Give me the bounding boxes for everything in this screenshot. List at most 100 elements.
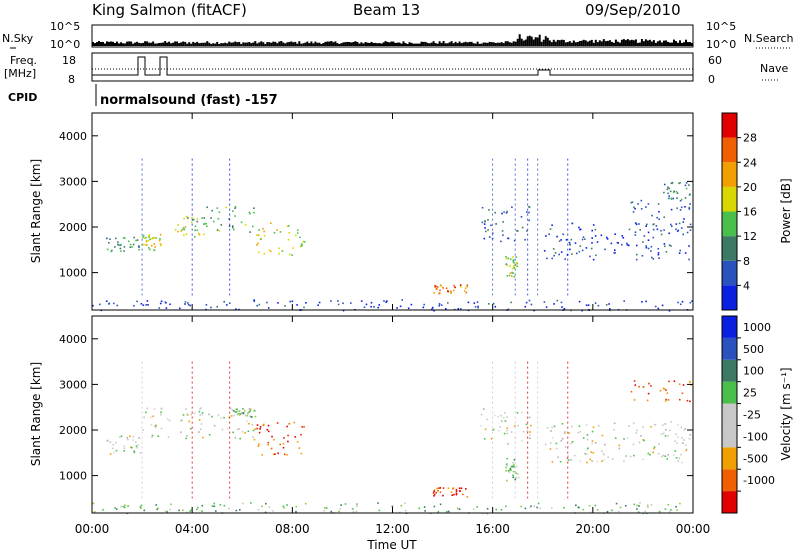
power-panel-frame (91, 112, 694, 311)
heatmap-cell (613, 429, 615, 431)
heatmap-cell (288, 423, 291, 425)
heatmap-cell (680, 426, 683, 429)
heatmap-cell (549, 442, 552, 444)
heatmap-cell (584, 452, 586, 455)
heatmap-cell (657, 252, 660, 254)
heatmap-cell (571, 425, 573, 428)
heatmap-cell (147, 304, 149, 306)
heatmap-cell (658, 257, 660, 259)
heatmap-cell (158, 239, 161, 242)
heatmap-cell (139, 452, 142, 454)
nsky-bar (218, 44, 221, 46)
nsky-bar (560, 39, 563, 46)
nsky-bar (414, 43, 417, 46)
heatmap-cell (138, 246, 140, 248)
heatmap-cell (180, 431, 182, 433)
heatmap-cell (228, 416, 231, 419)
heatmap-cell (119, 244, 121, 247)
heatmap-cell (191, 216, 193, 219)
heatmap-cell (370, 305, 372, 308)
heatmap-cell (286, 225, 289, 228)
heatmap-cell (154, 425, 157, 427)
nsky-bar (667, 41, 669, 46)
heatmap-cell (483, 223, 486, 225)
heatmap-cell (204, 223, 206, 225)
heatmap-cell (655, 225, 658, 227)
heatmap-cell (338, 510, 340, 513)
nsky-bar (260, 41, 263, 46)
heatmap-cell (646, 399, 649, 402)
heatmap-cell (551, 507, 553, 509)
heatmap-cell (664, 183, 666, 186)
heatmap-cell (611, 458, 614, 460)
heatmap-cell (676, 207, 678, 209)
heatmap-cell (106, 237, 108, 240)
heatmap-cell (456, 507, 459, 510)
heatmap-cell (494, 305, 497, 308)
nsky-bar (208, 42, 211, 46)
heatmap-cell (251, 424, 254, 426)
heatmap-cell (689, 381, 691, 383)
heatmap-cell (679, 398, 681, 401)
heatmap-cell (670, 223, 672, 226)
heatmap-cell (433, 490, 435, 492)
heatmap-cell (551, 224, 553, 226)
heatmap-cell (600, 234, 603, 237)
heatmap-cell (115, 449, 118, 452)
heatmap-cell (564, 431, 566, 433)
heatmap-cell (232, 225, 234, 227)
heatmap-cell (658, 442, 660, 445)
nsky-bar (176, 41, 179, 46)
heatmap-cell (466, 496, 469, 498)
heatmap-cell (160, 413, 162, 416)
heatmap-cell (226, 428, 229, 430)
heatmap-cell (115, 441, 117, 444)
heatmap-cell (146, 407, 148, 410)
heatmap-cell (198, 410, 201, 413)
nsky-bar (136, 41, 139, 46)
heatmap-cell (248, 422, 250, 425)
heatmap-cell (621, 235, 624, 237)
heatmap-cell (289, 300, 291, 303)
heatmap-cell (447, 487, 450, 489)
nsky-bar (462, 42, 465, 46)
nsky-bar (508, 42, 511, 46)
heatmap-cell (529, 506, 531, 508)
heatmap-cell (636, 244, 638, 247)
heatmap-cell (360, 300, 363, 302)
heatmap-cell (596, 509, 599, 511)
nsky-bar (548, 40, 551, 46)
x-tick-label: 04:00 (175, 522, 210, 536)
heatmap-cell (591, 229, 593, 232)
heatmap-cell (688, 184, 690, 186)
heatmap-cell (120, 250, 122, 252)
heatmap-cell (500, 420, 503, 422)
heatmap-cell (660, 229, 662, 232)
heatmap-cell (140, 303, 143, 305)
heatmap-cell (671, 181, 674, 184)
heatmap-cell (632, 443, 635, 446)
heatmap-cell (493, 414, 496, 417)
nsky-bar (152, 41, 155, 46)
heatmap-cell (267, 307, 270, 309)
colorbar-swatch (722, 381, 737, 404)
heatmap-cell (447, 510, 450, 513)
power-colorbar: 4 8 12 16 20 24 28 (721, 112, 757, 311)
heatmap-cell (138, 437, 140, 439)
heatmap-cell (501, 230, 504, 232)
nsky-bar (134, 42, 137, 46)
heatmap-cell (288, 232, 290, 234)
colorbar-tick-label: 16 (743, 206, 757, 219)
nsky-bar (506, 41, 509, 46)
heatmap-cell (510, 431, 513, 433)
nsky-bar (400, 43, 403, 46)
nsky-bar (542, 39, 545, 46)
heatmap-cell (664, 423, 667, 425)
heatmap-cell (142, 429, 145, 431)
nsky-bar (280, 41, 283, 46)
nsky-bar (600, 41, 603, 46)
heatmap-cell (500, 240, 502, 243)
heatmap-cell (657, 248, 660, 250)
heatmap-cell (581, 309, 583, 312)
heatmap-cell (508, 471, 511, 474)
